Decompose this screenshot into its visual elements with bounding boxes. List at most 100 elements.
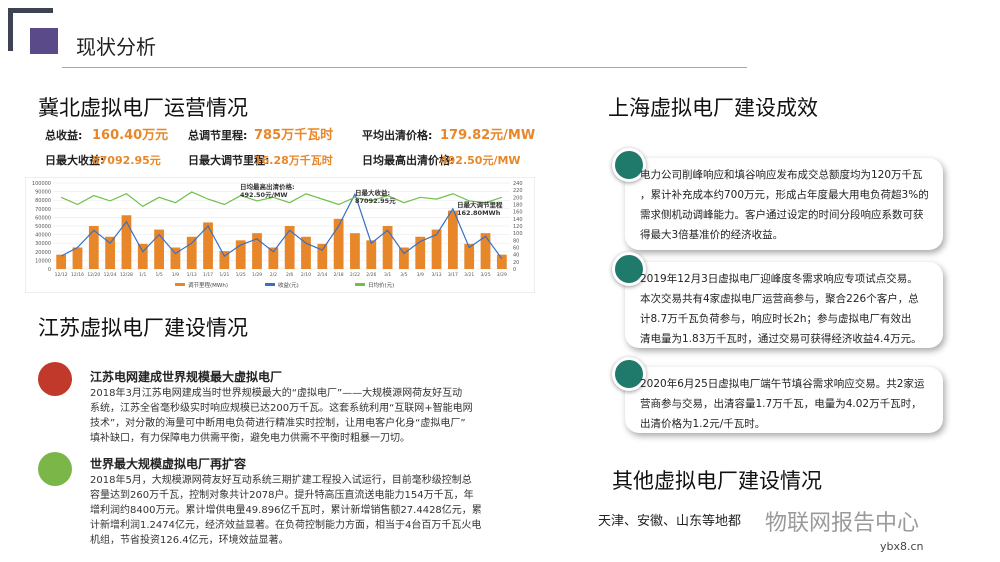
kpi-value: 492.50元/MW xyxy=(440,154,521,167)
annotation: 日均最高出清价格: xyxy=(240,182,295,191)
legend-label: 收益(元) xyxy=(278,281,299,289)
card-line: 2020年6月25日虚拟电厂端午节填谷需求响应交易。共2家运 xyxy=(640,378,925,390)
paragraph-line: 容量达到260万千瓦，控制对象共计2078户。提升特高压直流送电能力154万千瓦… xyxy=(90,490,474,501)
x-tick-label: 3/25 xyxy=(480,272,490,278)
card-line: 计8.7万千瓦负荷参与，响应时长2h；参与虚拟电厂有效出 xyxy=(640,313,912,325)
card-line: 电力公司削峰响应和填谷响应发布成交总额度均为120万千瓦 xyxy=(640,169,923,181)
y2-tick-label: 200 xyxy=(513,195,523,201)
divider xyxy=(62,67,747,68)
logo-square xyxy=(30,28,58,54)
bar xyxy=(399,247,409,269)
x-tick-label: 2/14 xyxy=(317,272,327,278)
x-tick-label: 12/24 xyxy=(104,272,117,278)
y2-tick-label: 60 xyxy=(513,246,519,252)
bar xyxy=(382,226,393,269)
y2-tick-label: 140 xyxy=(513,217,523,223)
kpi-label: 日最大调节里程: xyxy=(188,154,270,167)
paragraph-line: 2018年5月，大规模源网荷友好互动系统三期扩建工程投入试运行，目前毫秒级控制总 xyxy=(90,475,472,486)
y-tick-label: 40000 xyxy=(35,233,51,239)
bar xyxy=(105,236,116,269)
page-title: 现状分析 xyxy=(76,35,156,59)
paragraph-line: 系统，江苏全省毫秒级实时响应规模已达200万千瓦。这套系统利用“互联网+智能电网 xyxy=(90,403,473,414)
kpi-value: 160.40万元 xyxy=(92,128,169,143)
bar xyxy=(235,240,246,269)
line xyxy=(60,191,503,208)
x-tick-label: 2/26 xyxy=(366,272,376,278)
annotation: 日最大收益: xyxy=(355,188,390,197)
x-tick-label: 2/10 xyxy=(301,272,311,278)
logo-frame xyxy=(8,8,53,51)
legend-label: 调节里程(MWh) xyxy=(188,281,228,289)
x-tick-label: 1/21 xyxy=(219,272,229,278)
watermark: 物联网报告中心 xyxy=(765,511,920,536)
x-tick-label: 2/2 xyxy=(270,272,277,278)
bar xyxy=(252,233,262,269)
icon xyxy=(38,452,72,486)
x-tick-label: 3/5 xyxy=(400,272,407,278)
card-line: 需求侧机动调峰能力。客户通过设定的时间分段响应系数可获 xyxy=(640,209,924,221)
bar xyxy=(496,254,507,269)
paragraph-line: 增利润约8400万元。累计增供电量49.896亿千瓦时，累计新增销售额27.44… xyxy=(90,505,482,516)
section-title: 上海虚拟电厂建设成效 xyxy=(608,96,818,120)
card-line: 本次交易共有4家虚拟电厂运营商参与，聚合226个客户，总 xyxy=(640,293,919,305)
y-tick-label: 0 xyxy=(48,267,51,273)
x-tick-label: 12/20 xyxy=(87,272,100,278)
watermark-site: ybx8.cn xyxy=(880,540,924,553)
x-tick-label: 12/12 xyxy=(55,272,68,278)
y-tick-label: 80000 xyxy=(35,198,51,204)
x-tick-label: 1/13 xyxy=(187,272,197,278)
card-icon xyxy=(612,357,646,391)
x-tick-label: 3/21 xyxy=(464,272,474,278)
card-icon xyxy=(612,252,646,286)
bar xyxy=(366,240,377,269)
paragraph-line: 计新增利润1.2474亿元，经济效益显著。在负荷控制能力方面，相当于4台百万千瓦… xyxy=(90,520,482,531)
chart: 0 10000 20000 30000 40000 50000 60000 70000 8000… xyxy=(25,177,535,293)
x-tick-label: 1/9 xyxy=(172,272,179,278)
section-title: 其他虚拟电厂建设情况 xyxy=(612,469,822,493)
annotation: 162.80MWh xyxy=(457,209,501,217)
section-title: 冀北虚拟电厂运营情况 xyxy=(38,96,248,120)
x-tick-label: 3/29 xyxy=(497,272,507,278)
x-tick-label: 3/13 xyxy=(431,272,441,278)
card xyxy=(625,158,943,250)
kpi-value: 179.82元/MW xyxy=(440,128,536,143)
y2-tick-label: 20 xyxy=(513,260,519,266)
bar xyxy=(301,236,311,269)
x-tick-label: 3/9 xyxy=(417,272,424,278)
paragraph-line: 填补缺口，有力保障电力供需平衡，避免电力供需不平衡时粗暴一刀切。 xyxy=(90,433,410,444)
x-tick-label: 12/16 xyxy=(71,272,84,278)
kpi-label: 日均最高出清价格: xyxy=(362,154,455,167)
x-tick-label: 1/17 xyxy=(203,272,213,278)
x-tick-label: 2/22 xyxy=(350,272,360,278)
x-tick-label: 1/1 xyxy=(139,272,146,278)
y2-tick-label: 160 xyxy=(513,210,523,216)
kpi-label: 日最大收益: xyxy=(45,154,105,167)
y2-tick-label: 240 xyxy=(513,181,523,187)
icon xyxy=(38,362,72,396)
y-tick-label: 60000 xyxy=(35,215,51,221)
card-line: 2019年12月3日虚拟电厂迎峰度冬需求响应专项试点交易。 xyxy=(640,273,918,285)
annotation: 日最大调节里程 xyxy=(457,200,503,209)
bar xyxy=(56,254,67,269)
x-tick-label: 1/29 xyxy=(252,272,262,278)
y2-tick-label: 100 xyxy=(513,231,523,237)
bar xyxy=(317,243,328,269)
bar xyxy=(350,233,360,269)
card-line: 营商参与交易，出清容量1.7万千瓦，电量为4.02万千瓦时， xyxy=(640,398,922,410)
legend-label: 日均价(元) xyxy=(368,281,394,289)
y2-tick-label: 220 xyxy=(513,188,523,194)
paragraph-line: 2018年3月江苏电网建成当时世界规模最大的“虚拟电厂”——大规模源网荷友好互动 xyxy=(90,388,463,399)
y-tick-label: 50000 xyxy=(35,224,51,230)
y2-tick-label: 80 xyxy=(513,238,519,244)
paragraph-line: 技术”，对分散的海量可中断用电负荷进行精准实时控制，让用电客户化身“虚拟电厂” xyxy=(90,418,466,429)
x-tick-label: 1/25 xyxy=(236,272,246,278)
y2-tick-label: 180 xyxy=(513,203,523,209)
other-text: 天津、安徽、山东等地都 xyxy=(598,514,742,529)
bar xyxy=(154,229,164,269)
kpi-value: 16.28万千瓦时 xyxy=(254,154,333,167)
x-tick-label: 3/17 xyxy=(448,272,458,278)
card xyxy=(625,262,943,348)
y-tick-label: 100000 xyxy=(32,181,51,187)
y2-tick-label: 40 xyxy=(513,253,519,259)
